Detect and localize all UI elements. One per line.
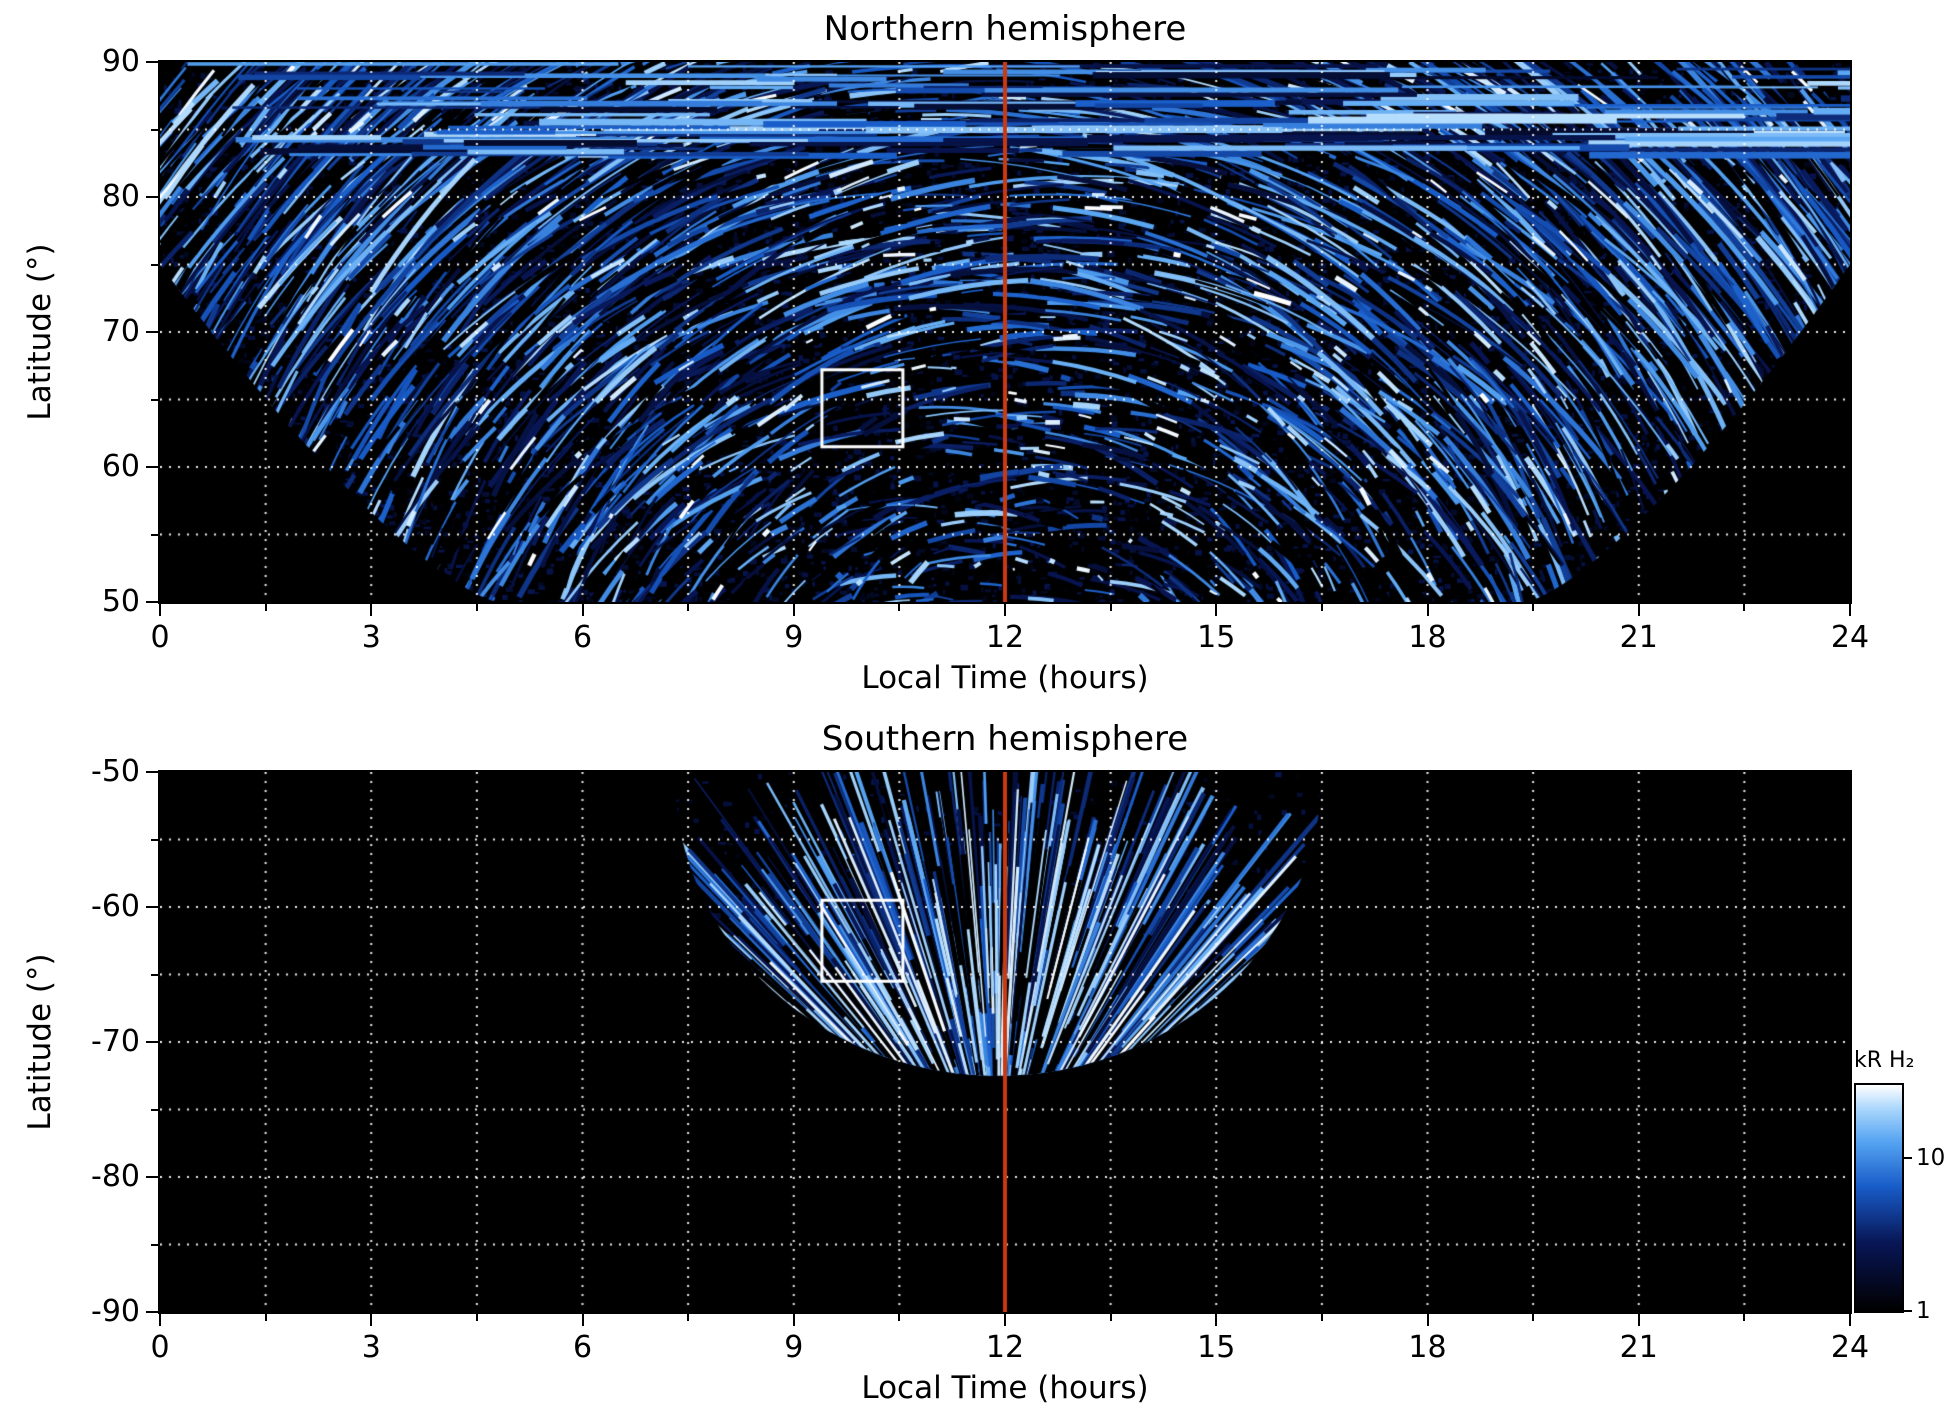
y-minor-tick bbox=[151, 1243, 158, 1246]
x-tick-label: 15 bbox=[1197, 620, 1236, 655]
x-tick-label: 9 bbox=[784, 620, 804, 655]
y-major-tick bbox=[146, 196, 158, 198]
x-minor-tick bbox=[898, 1314, 901, 1321]
x-tick-label: 12 bbox=[985, 1330, 1025, 1365]
x-minor-tick bbox=[1532, 604, 1535, 611]
x-major-tick bbox=[1004, 604, 1006, 616]
x-minor-tick bbox=[475, 1314, 478, 1321]
x-tick-label: 24 bbox=[1830, 1330, 1870, 1365]
x-minor-tick bbox=[264, 1314, 267, 1321]
x-minor-tick bbox=[898, 604, 901, 611]
x-major-tick bbox=[1426, 1314, 1429, 1326]
y-minor-tick bbox=[151, 533, 158, 536]
x-tick-label: 3 bbox=[361, 620, 381, 655]
colorbar-tick-label: 10 bbox=[1916, 1144, 1946, 1171]
x-major-tick bbox=[1849, 604, 1851, 616]
x-tick-label: 18 bbox=[1408, 620, 1447, 655]
x-major-tick bbox=[792, 604, 795, 616]
y-minor-tick bbox=[151, 128, 158, 131]
colorbar-title: kR H₂ bbox=[1854, 1048, 1915, 1073]
x-tick-label: 0 bbox=[150, 620, 170, 655]
x-minor-tick bbox=[1743, 604, 1746, 611]
x-major-tick bbox=[581, 604, 584, 616]
y-tick-label: 70 bbox=[101, 314, 140, 349]
x-minor-tick bbox=[1320, 1314, 1323, 1321]
x-tick-label: 6 bbox=[572, 620, 593, 655]
colorbar-tick bbox=[1904, 1310, 1912, 1312]
colorbar-gradient bbox=[1856, 1085, 1902, 1311]
x-major-tick bbox=[1004, 1314, 1006, 1326]
x-tick-label: 3 bbox=[361, 1330, 381, 1365]
x-tick-label: 21 bbox=[1619, 1330, 1658, 1365]
x-major-tick bbox=[1215, 1314, 1218, 1326]
y-minor-tick bbox=[151, 838, 158, 841]
x-minor-tick bbox=[1743, 1314, 1746, 1321]
x-tick-label: 15 bbox=[1197, 1330, 1236, 1365]
x-tick-label: 6 bbox=[572, 1330, 593, 1365]
x-minor-tick bbox=[687, 1314, 690, 1321]
y-tick-label: -50 bbox=[91, 754, 140, 789]
y-minor-tick bbox=[151, 263, 158, 266]
x-major-tick bbox=[1426, 604, 1429, 616]
y-tick-label: -90 bbox=[91, 1294, 140, 1329]
y-major-tick bbox=[146, 1176, 158, 1178]
y-major-tick bbox=[146, 601, 158, 603]
y-tick-label: -60 bbox=[91, 889, 140, 924]
x-minor-tick bbox=[475, 604, 478, 611]
x-minor-tick bbox=[687, 604, 690, 611]
x-major-tick bbox=[1637, 604, 1640, 616]
x-major-tick bbox=[370, 604, 373, 616]
y-minor-tick bbox=[151, 1108, 158, 1111]
x-minor-tick bbox=[264, 604, 267, 611]
x-major-tick bbox=[792, 1314, 795, 1326]
x-tick-label: 21 bbox=[1619, 620, 1658, 655]
x-major-tick bbox=[1215, 604, 1218, 616]
colorbar-tick bbox=[1904, 1156, 1912, 1159]
y-tick-label: -80 bbox=[91, 1159, 140, 1194]
north-x-axis-label: Local Time (hours) bbox=[861, 660, 1149, 696]
x-tick-label: 0 bbox=[150, 1330, 170, 1365]
south-x-axis-label: Local Time (hours) bbox=[861, 1370, 1149, 1406]
y-major-tick bbox=[146, 1311, 158, 1313]
x-major-tick bbox=[1637, 1314, 1640, 1326]
x-major-tick bbox=[581, 1314, 584, 1326]
y-major-tick bbox=[146, 61, 158, 63]
x-tick-label: 9 bbox=[784, 1330, 804, 1365]
x-major-tick bbox=[159, 604, 161, 616]
north-heatmap bbox=[160, 62, 1850, 602]
north-panel-title: Northern hemisphere bbox=[823, 9, 1187, 49]
x-tick-label: 24 bbox=[1830, 620, 1870, 655]
y-tick-label: 90 bbox=[101, 44, 140, 79]
x-minor-tick bbox=[1532, 1314, 1535, 1321]
y-major-tick bbox=[146, 466, 158, 468]
y-tick-label: 50 bbox=[101, 584, 140, 619]
colorbar-tick-label: 1 bbox=[1916, 1298, 1931, 1324]
x-minor-tick bbox=[1320, 604, 1323, 611]
y-major-tick bbox=[146, 906, 158, 908]
y-major-tick bbox=[146, 331, 158, 333]
y-minor-tick bbox=[151, 973, 158, 976]
y-tick-label: 60 bbox=[101, 449, 140, 484]
y-major-tick bbox=[146, 1041, 158, 1043]
x-minor-tick bbox=[1109, 1314, 1112, 1321]
x-major-tick bbox=[159, 1314, 161, 1326]
y-minor-tick bbox=[151, 398, 158, 401]
y-major-tick bbox=[146, 771, 158, 773]
x-tick-label: 18 bbox=[1408, 1330, 1447, 1365]
x-major-tick bbox=[370, 1314, 373, 1326]
x-minor-tick bbox=[1109, 604, 1112, 611]
south-heatmap bbox=[160, 772, 1850, 1312]
x-major-tick bbox=[1849, 1314, 1851, 1326]
south-panel-title: Southern hemisphere bbox=[821, 719, 1189, 759]
y-tick-label: 80 bbox=[101, 179, 140, 214]
y-tick-label: -70 bbox=[91, 1024, 140, 1059]
x-tick-label: 12 bbox=[985, 620, 1025, 655]
